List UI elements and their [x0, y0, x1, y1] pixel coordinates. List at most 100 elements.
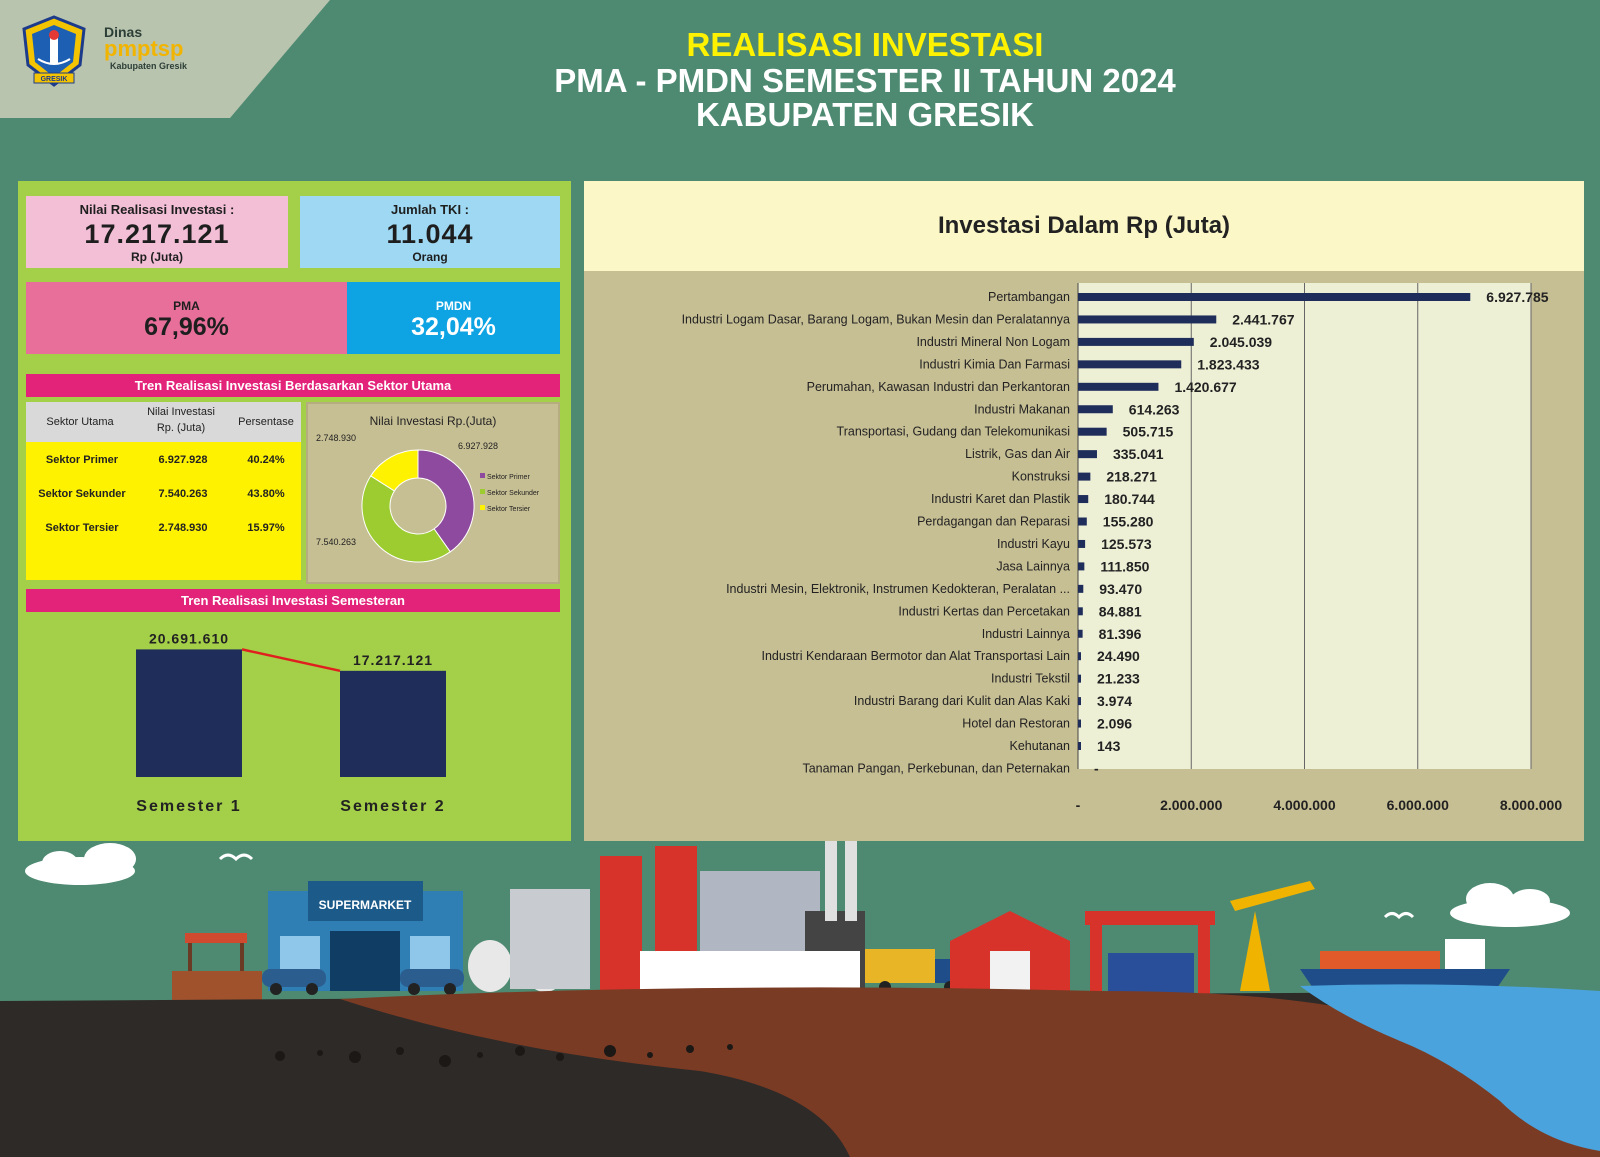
sector-bar — [1078, 742, 1081, 750]
supermarket-building-icon: SUPERMARKET — [268, 881, 463, 991]
bar-value-label: 614.263 — [1129, 401, 1180, 417]
donut-slice-sekunder — [361, 475, 451, 563]
pma-label: PMA — [173, 299, 200, 313]
category-label: Industri Mineral Non Logam — [916, 335, 1070, 349]
sektor-table-header: Sektor Utama Nilai Investasi Rp. (Juta) … — [26, 402, 301, 442]
category-label: Industri Makanan — [974, 402, 1070, 416]
sector-bar — [1078, 337, 1194, 346]
category-label: Industri Kertas dan Percetakan — [898, 604, 1070, 618]
rock-dots — [275, 1044, 733, 1067]
category-label: Industri Barang dari Kulit dan Alas Kaki — [854, 694, 1070, 708]
sector-bar — [1078, 607, 1083, 616]
bar-value-label: 24.490 — [1097, 648, 1140, 664]
sector-bar — [1078, 495, 1089, 504]
category-label: Industri Kendaraan Bermotor dan Alat Tra… — [761, 649, 1070, 663]
row-tersier-name: Sektor Tersier — [45, 522, 119, 534]
semester-value-label: 20.691.610 — [149, 630, 229, 646]
semester-header: Tren Realisasi Investasi Semesteran — [26, 589, 560, 612]
donut-slice-primer — [417, 449, 475, 553]
donut-chart: Nilai Investasi Rp.(Juta) 6.927.928 7.540.… — [316, 414, 540, 563]
gantry-crane-icon — [1085, 911, 1215, 995]
semester-chart: 20.691.610 Semester 1 17.217.121 Semester 2 — [136, 630, 446, 815]
semester-bar — [340, 670, 446, 777]
bar-value-label: 335.041 — [1113, 446, 1164, 462]
gresik-emblem-icon: GRESIK — [22, 15, 86, 87]
sector-bar — [1078, 315, 1217, 324]
bar-value-label: 3.974 — [1097, 693, 1132, 709]
nilai-unit: Rp (Juta) — [131, 250, 183, 264]
factory-building-icon — [510, 841, 865, 991]
sector-bar — [1078, 652, 1081, 661]
right-panel: Investasi Dalam Rp (Juta) - 2.000.000 4.00… — [584, 181, 1584, 841]
x-tick-label: 4.000.000 — [1273, 797, 1335, 813]
logo-dinas-text: Dinas — [104, 24, 143, 40]
pma-value: 67,96% — [144, 313, 229, 341]
legend-swatch — [480, 489, 485, 494]
legend-label: Sektor Sekunder — [487, 490, 540, 497]
bar-value-label: 155.280 — [1103, 514, 1154, 530]
sector-bar — [1078, 405, 1113, 414]
sector-bar — [1078, 674, 1081, 683]
bar-value-label: - — [1094, 760, 1099, 776]
col-persen: Persentase — [238, 416, 294, 428]
sector-bar — [1078, 584, 1084, 593]
sector-bar — [1078, 360, 1182, 369]
donut-slice-tersier — [370, 449, 419, 492]
bird-icon — [218, 853, 254, 862]
category-label: Industri Tekstil — [991, 672, 1070, 686]
semester-trend-line — [241, 648, 341, 673]
bar-value-label: 2.441.767 — [1232, 311, 1294, 327]
semester-bar — [136, 649, 242, 777]
supermarket-sign: SUPERMARKET — [319, 898, 412, 912]
logo-kabupaten-text: Kabupaten Gresik — [110, 61, 188, 71]
legend-swatch — [480, 473, 485, 478]
sector-bar — [1078, 427, 1107, 436]
page-title-line2: PMA - PMDN SEMESTER II TAHUN 2024 — [554, 62, 1176, 99]
bar-value-label: 143 — [1097, 738, 1121, 754]
port-crane-icon — [1230, 881, 1315, 991]
row-primer-nilai: 6.927.928 — [158, 454, 208, 466]
car-icon — [400, 969, 464, 995]
x-tick-label: 2.000.000 — [1160, 797, 1222, 813]
row-sekunder-name: Sektor Sekunder — [38, 488, 126, 500]
sector-bar — [1078, 472, 1091, 481]
market-stall-icon — [172, 933, 262, 1001]
sector-bar — [1078, 293, 1471, 301]
col-sektor: Sektor Utama — [46, 416, 114, 428]
x-tick-label: 6.000.000 — [1387, 797, 1449, 813]
sector-bar — [1078, 562, 1085, 571]
bar-value-label: 21.233 — [1097, 671, 1140, 687]
sector-bar — [1078, 382, 1159, 391]
row-sekunder-persen: 43.80% — [247, 488, 285, 500]
bar-value-label: 505.715 — [1123, 424, 1174, 440]
category-label: Industri Logam Dasar, Barang Logam, Buka… — [682, 312, 1070, 326]
category-label: Perumahan, Kawasan Industri dan Perkanto… — [807, 380, 1070, 394]
bar-value-label: 6.927.785 — [1486, 289, 1548, 305]
sector-bar-chart: - 2.000.000 4.000.000 6.000.000 8.000.000 Per… — [682, 283, 1562, 813]
tki-value: 11.044 — [386, 219, 474, 249]
pma-card: PMA 67,96% — [26, 282, 347, 354]
sector-bar — [1078, 539, 1086, 548]
sector-bar — [1078, 517, 1087, 526]
nilai-value: 17.217.121 — [84, 219, 230, 249]
donut-chart-box: Nilai Investasi Rp.(Juta) 6.927.928 7.540.… — [306, 402, 560, 584]
industrial-scene-illustration: SUPERMARKET — [0, 841, 1600, 1157]
semester-category-label: Semester 2 — [340, 798, 445, 815]
sector-bar — [1078, 697, 1081, 706]
page-title-line1: REALISASI INVESTASI — [686, 26, 1044, 63]
legend-label: Sektor Tersier — [487, 506, 531, 513]
category-label: Pertambangan — [988, 290, 1070, 304]
category-label: Industri Lainnya — [982, 627, 1070, 641]
warehouse-icon — [950, 911, 1070, 991]
donut-value-label: 2.748.930 — [316, 433, 356, 443]
pmdn-card: PMDN 32,04% — [347, 282, 560, 354]
category-label: Kehutanan — [1010, 739, 1071, 753]
bar-value-label: 2.096 — [1097, 716, 1132, 732]
category-label: Listrik, Gas dan Air — [965, 447, 1070, 461]
row-tersier-nilai: 2.748.930 — [158, 522, 208, 534]
bar-value-label: 1.823.433 — [1197, 356, 1259, 372]
sector-bar — [1078, 719, 1081, 728]
nilai-label: Nilai Realisasi Investasi : — [79, 202, 235, 217]
category-label: Tanaman Pangan, Perkebunan, dan Peternak… — [802, 761, 1070, 775]
bar-value-label: 125.573 — [1101, 536, 1152, 552]
